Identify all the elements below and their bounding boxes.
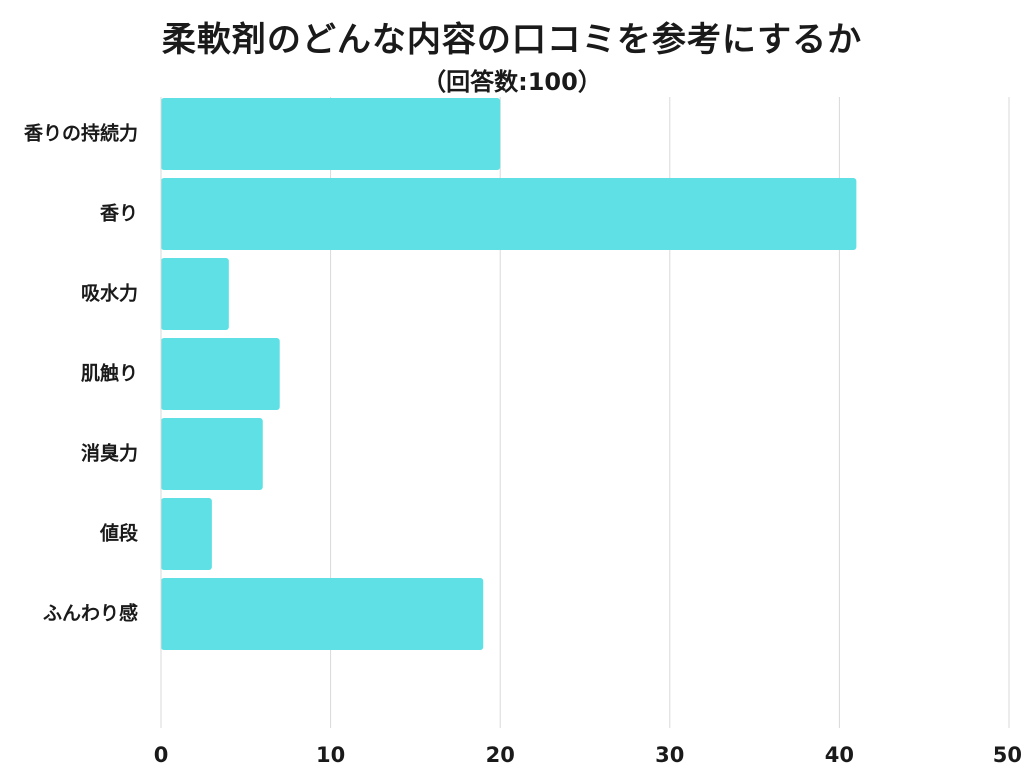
category-label: 香りの持続力: [23, 122, 138, 145]
bar-7: [161, 578, 484, 650]
bar-1: [161, 98, 501, 170]
x-tick-label: 20: [486, 743, 515, 767]
chart-title: 柔軟剤のどんな内容の口コミを参考にするか: [161, 20, 863, 60]
x-tick-label: 10: [316, 743, 345, 767]
category-label: 消臭力: [81, 442, 138, 465]
category-label: ふんわり感: [43, 602, 138, 625]
category-label: 肌触り: [81, 362, 138, 385]
bar-5: [161, 418, 263, 490]
category-label: 値段: [99, 522, 139, 545]
bar-2: [161, 178, 857, 250]
x-tick-label: 30: [655, 743, 684, 767]
x-tick-label: 0: [154, 743, 169, 767]
category-label: 香り: [99, 203, 138, 225]
chart-subtitle: （回答数:100）: [422, 68, 602, 96]
bar-6: [161, 498, 212, 570]
x-tick-label: 50: [993, 743, 1022, 767]
bar-3: [161, 258, 229, 330]
category-label: 吸水力: [81, 282, 138, 305]
x-tick-label: 40: [825, 743, 854, 767]
bar-4: [161, 338, 280, 410]
